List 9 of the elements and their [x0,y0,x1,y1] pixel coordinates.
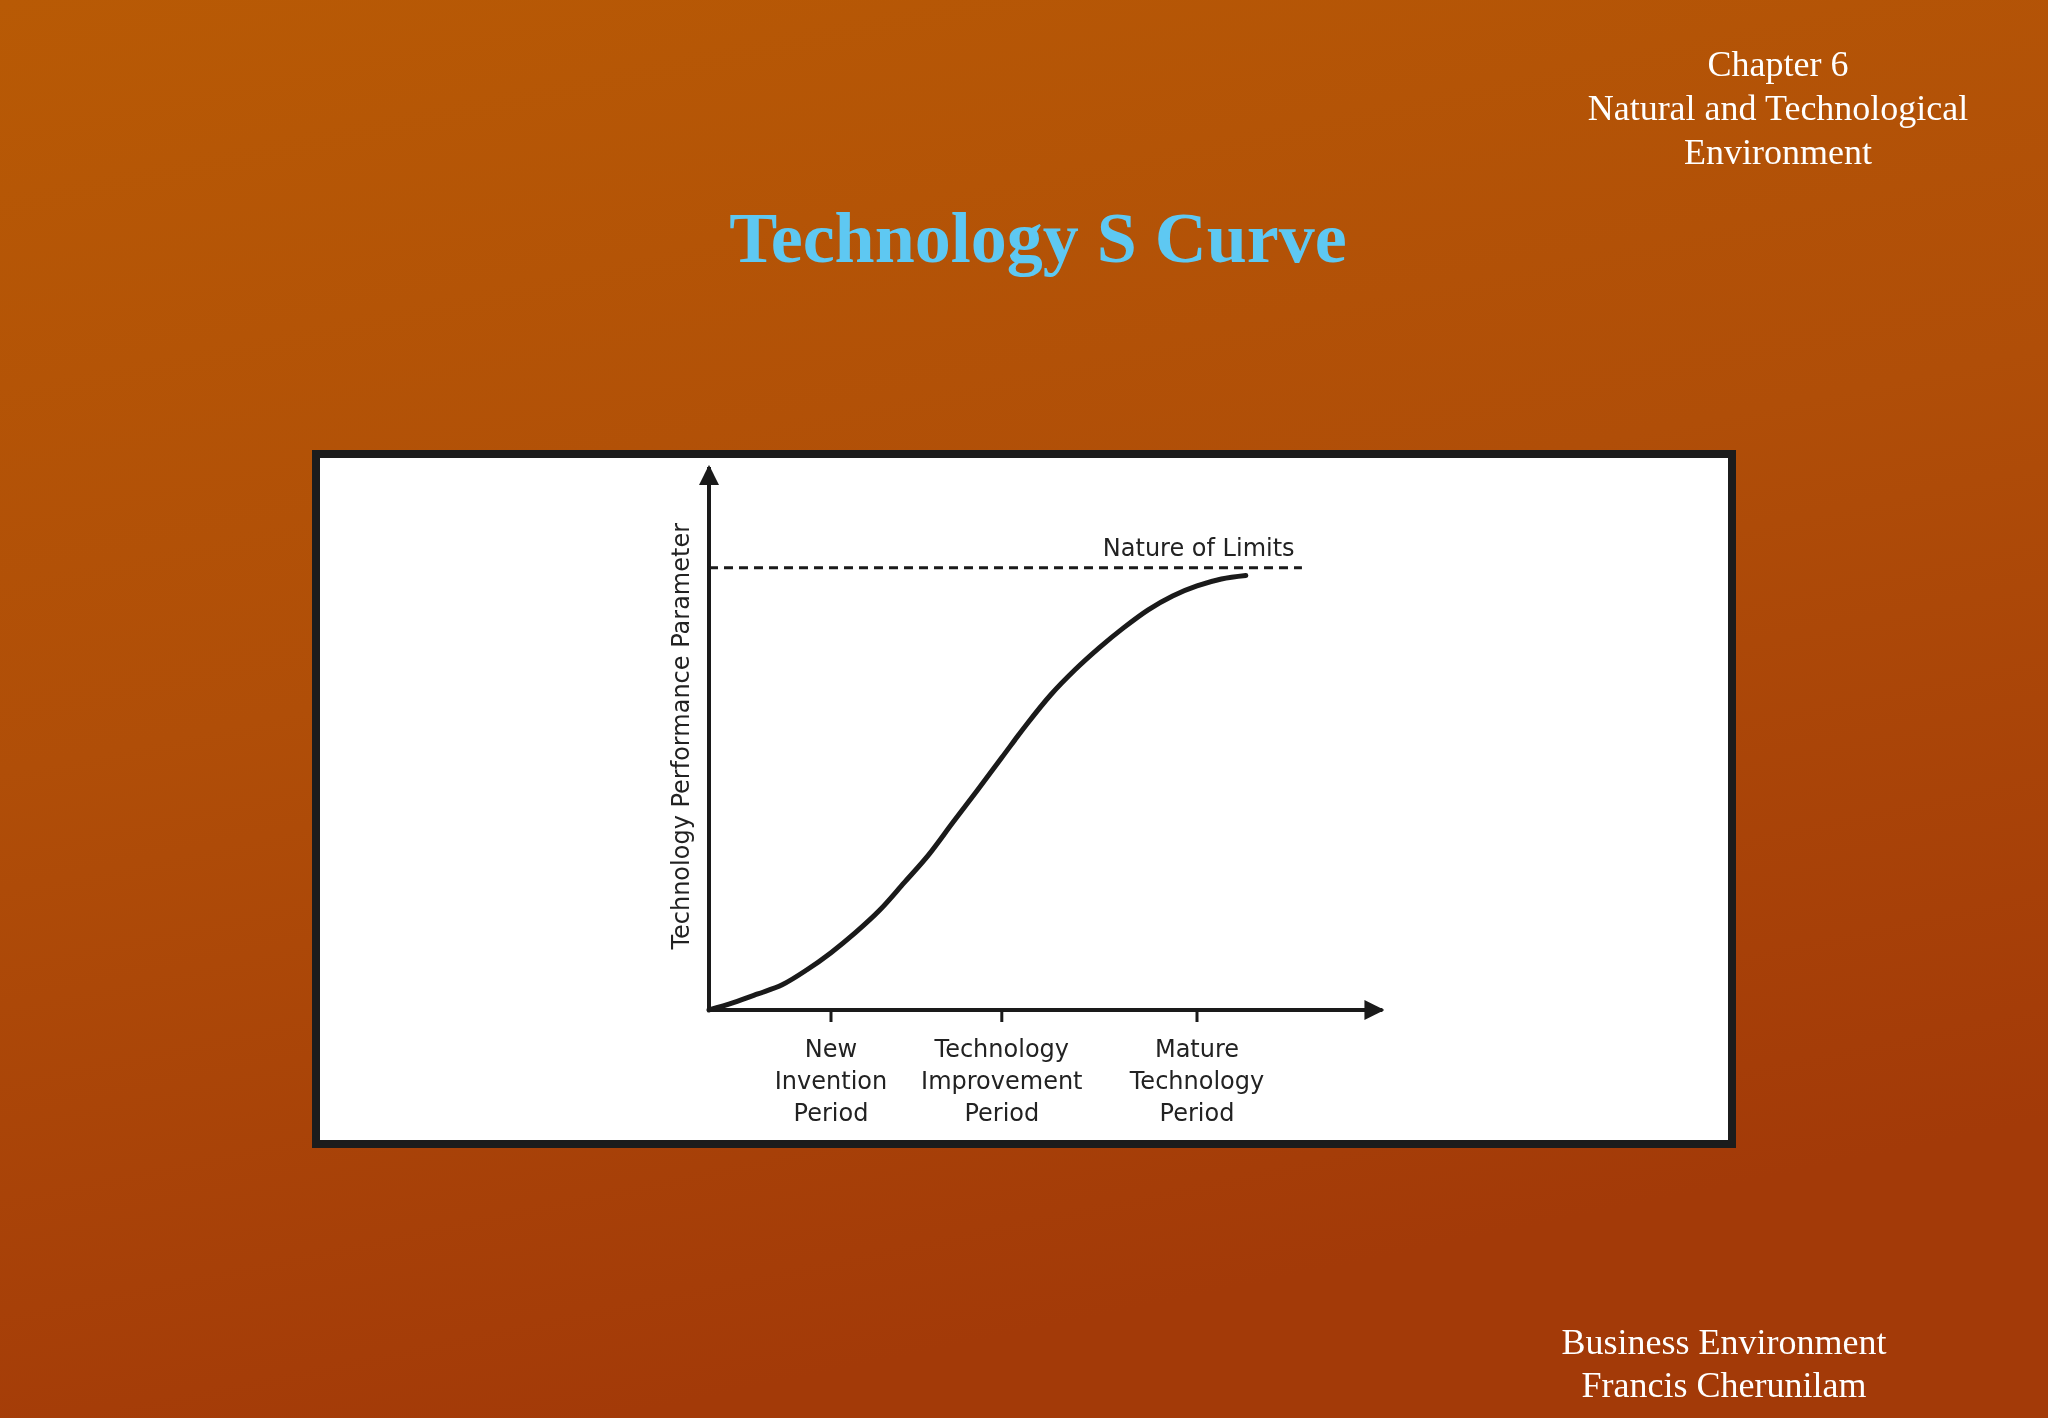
x-tick-label: New Invention Period [774,1035,888,1127]
y-axis-title: Technology Performance Parameter [667,522,695,951]
x-tick-label: Technology Improvement Period [921,1035,1083,1127]
ref-line-label: Nature of Limits [1102,533,1295,562]
chart-title: Technology S Curve [729,198,1347,278]
text: Business Environment [1561,1322,1887,1362]
text: Francis Cherunilam [1581,1365,1867,1405]
text: Chapter 6 Natural and Technological Environment [1587,44,1969,172]
x-tick-label: Mature Technology Period [1128,1035,1265,1127]
